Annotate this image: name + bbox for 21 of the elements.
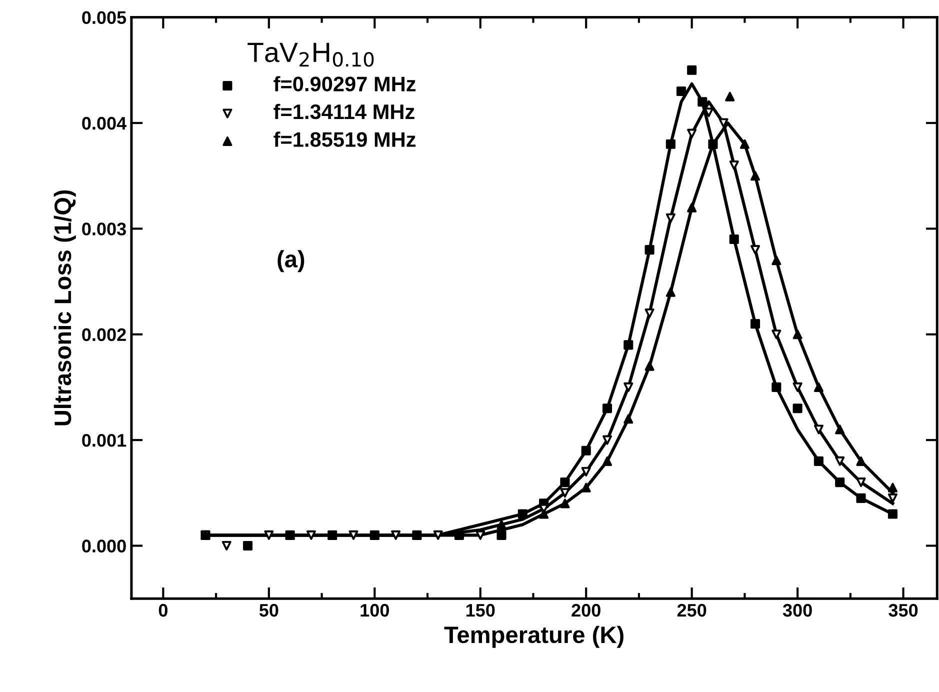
y-tick-label: 0.000 [82,540,126,552]
y-tick-label: 0.005 [82,11,126,24]
legend-label: f=1.85519 MHz [274,132,416,147]
y-tick-label: 0.001 [82,434,126,447]
x-axis-title: Temperature (K) [444,626,624,648]
y-tick-label: 0.002 [82,328,126,342]
x-tick-label: 150 [466,604,495,617]
legend-label: f=1.34114 MHz [274,104,414,120]
x-tick-label: 100 [360,604,389,617]
legend-label: f=0.90297 MHz [274,76,416,92]
x-tick-label: 250 [677,604,706,617]
x-tick-label: 50 [259,604,278,617]
x-tick-label: 200 [572,604,600,617]
legend-title: TaV$_{2}$H$_{0.10}$ [248,42,374,67]
annotation: (a) [278,250,304,272]
x-tick-label: 300 [782,604,812,617]
y-tick-label: 0.004 [82,116,127,130]
x-tick-label: 350 [888,604,918,617]
x-tick-label: 0 [158,604,168,617]
y-tick-label: 0.003 [82,222,126,236]
y-axis-title: Ultrasonic Loss (1/Q) [54,190,76,426]
